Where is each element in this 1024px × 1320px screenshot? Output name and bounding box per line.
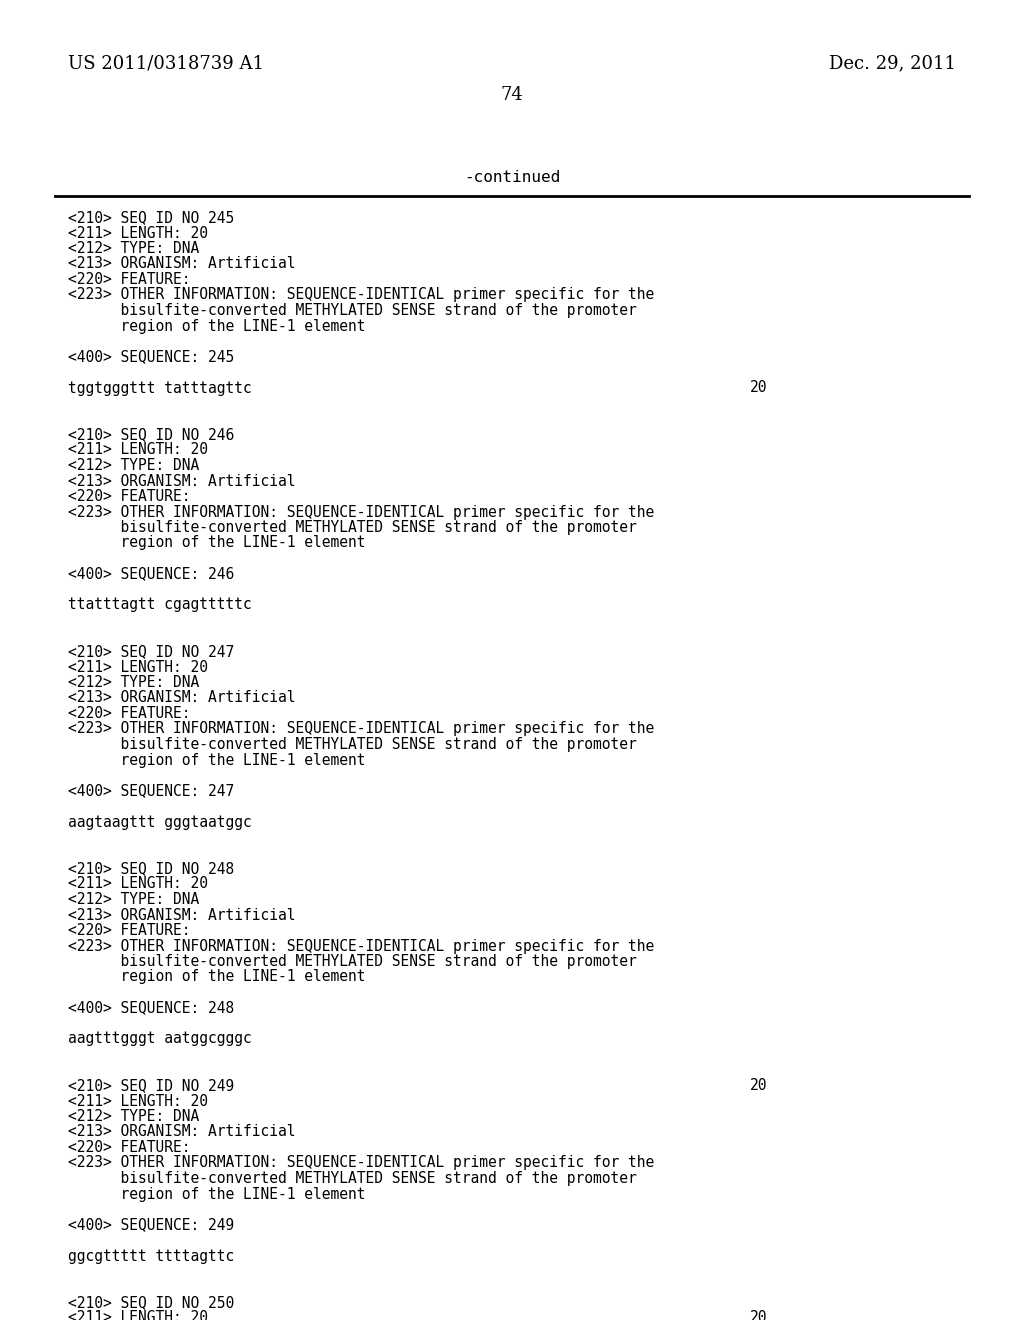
Text: bisulfite-converted METHYLATED SENSE strand of the promoter: bisulfite-converted METHYLATED SENSE str… xyxy=(68,520,637,535)
Text: <212> TYPE: DNA: <212> TYPE: DNA xyxy=(68,892,200,907)
Text: <211> LENGTH: 20: <211> LENGTH: 20 xyxy=(68,1093,208,1109)
Text: -continued: -continued xyxy=(464,170,560,185)
Text: 74: 74 xyxy=(501,86,523,104)
Text: 20: 20 xyxy=(750,1078,768,1093)
Text: <212> TYPE: DNA: <212> TYPE: DNA xyxy=(68,1109,200,1125)
Text: <211> LENGTH: 20: <211> LENGTH: 20 xyxy=(68,226,208,240)
Text: ggcgttttt ttttagttc: ggcgttttt ttttagttc xyxy=(68,1249,234,1263)
Text: region of the LINE-1 element: region of the LINE-1 element xyxy=(68,318,366,334)
Text: <400> SEQUENCE: 245: <400> SEQUENCE: 245 xyxy=(68,350,234,364)
Text: region of the LINE-1 element: region of the LINE-1 element xyxy=(68,752,366,767)
Text: 20: 20 xyxy=(750,1311,768,1320)
Text: <212> TYPE: DNA: <212> TYPE: DNA xyxy=(68,242,200,256)
Text: ttatttagtt cgagtttttc: ttatttagtt cgagtttttc xyxy=(68,598,252,612)
Text: bisulfite-converted METHYLATED SENSE strand of the promoter: bisulfite-converted METHYLATED SENSE str… xyxy=(68,304,637,318)
Text: region of the LINE-1 element: region of the LINE-1 element xyxy=(68,536,366,550)
Text: <220> FEATURE:: <220> FEATURE: xyxy=(68,1140,190,1155)
Text: <400> SEQUENCE: 247: <400> SEQUENCE: 247 xyxy=(68,784,234,799)
Text: <400> SEQUENCE: 248: <400> SEQUENCE: 248 xyxy=(68,1001,234,1015)
Text: <213> ORGANISM: Artificial: <213> ORGANISM: Artificial xyxy=(68,908,296,923)
Text: <212> TYPE: DNA: <212> TYPE: DNA xyxy=(68,675,200,690)
Text: <211> LENGTH: 20: <211> LENGTH: 20 xyxy=(68,876,208,891)
Text: bisulfite-converted METHYLATED SENSE strand of the promoter: bisulfite-converted METHYLATED SENSE str… xyxy=(68,954,637,969)
Text: <210> SEQ ID NO 245: <210> SEQ ID NO 245 xyxy=(68,210,234,224)
Text: <212> TYPE: DNA: <212> TYPE: DNA xyxy=(68,458,200,473)
Text: Dec. 29, 2011: Dec. 29, 2011 xyxy=(829,54,956,73)
Text: <210> SEQ ID NO 249: <210> SEQ ID NO 249 xyxy=(68,1078,234,1093)
Text: <223> OTHER INFORMATION: SEQUENCE-IDENTICAL primer specific for the: <223> OTHER INFORMATION: SEQUENCE-IDENTI… xyxy=(68,288,654,302)
Text: <210> SEQ ID NO 248: <210> SEQ ID NO 248 xyxy=(68,861,234,876)
Text: <220> FEATURE:: <220> FEATURE: xyxy=(68,272,190,286)
Text: <213> ORGANISM: Artificial: <213> ORGANISM: Artificial xyxy=(68,474,296,488)
Text: <400> SEQUENCE: 246: <400> SEQUENCE: 246 xyxy=(68,566,234,582)
Text: bisulfite-converted METHYLATED SENSE strand of the promoter: bisulfite-converted METHYLATED SENSE str… xyxy=(68,737,637,752)
Text: <213> ORGANISM: Artificial: <213> ORGANISM: Artificial xyxy=(68,1125,296,1139)
Text: <223> OTHER INFORMATION: SEQUENCE-IDENTICAL primer specific for the: <223> OTHER INFORMATION: SEQUENCE-IDENTI… xyxy=(68,1155,654,1171)
Text: 20: 20 xyxy=(750,380,768,396)
Text: <220> FEATURE:: <220> FEATURE: xyxy=(68,488,190,504)
Text: <220> FEATURE:: <220> FEATURE: xyxy=(68,706,190,721)
Text: <210> SEQ ID NO 246: <210> SEQ ID NO 246 xyxy=(68,426,234,442)
Text: <211> LENGTH: 20: <211> LENGTH: 20 xyxy=(68,660,208,675)
Text: <211> LENGTH: 20: <211> LENGTH: 20 xyxy=(68,442,208,458)
Text: tggtgggttt tatttagttc: tggtgggttt tatttagttc xyxy=(68,380,252,396)
Text: region of the LINE-1 element: region of the LINE-1 element xyxy=(68,1187,366,1201)
Text: <210> SEQ ID NO 250: <210> SEQ ID NO 250 xyxy=(68,1295,234,1309)
Text: <223> OTHER INFORMATION: SEQUENCE-IDENTICAL primer specific for the: <223> OTHER INFORMATION: SEQUENCE-IDENTI… xyxy=(68,939,654,953)
Text: <220> FEATURE:: <220> FEATURE: xyxy=(68,923,190,939)
Text: aagtaagttt gggtaatggc: aagtaagttt gggtaatggc xyxy=(68,814,252,829)
Text: US 2011/0318739 A1: US 2011/0318739 A1 xyxy=(68,54,264,73)
Text: <210> SEQ ID NO 247: <210> SEQ ID NO 247 xyxy=(68,644,234,659)
Text: <213> ORGANISM: Artificial: <213> ORGANISM: Artificial xyxy=(68,256,296,272)
Text: bisulfite-converted METHYLATED SENSE strand of the promoter: bisulfite-converted METHYLATED SENSE str… xyxy=(68,1171,637,1185)
Text: <211> LENGTH: 20: <211> LENGTH: 20 xyxy=(68,1311,208,1320)
Text: <213> ORGANISM: Artificial: <213> ORGANISM: Artificial xyxy=(68,690,296,705)
Text: <223> OTHER INFORMATION: SEQUENCE-IDENTICAL primer specific for the: <223> OTHER INFORMATION: SEQUENCE-IDENTI… xyxy=(68,722,654,737)
Text: aagtttgggt aatggcgggc: aagtttgggt aatggcgggc xyxy=(68,1031,252,1047)
Text: <400> SEQUENCE: 249: <400> SEQUENCE: 249 xyxy=(68,1217,234,1233)
Text: <223> OTHER INFORMATION: SEQUENCE-IDENTICAL primer specific for the: <223> OTHER INFORMATION: SEQUENCE-IDENTI… xyxy=(68,504,654,520)
Text: region of the LINE-1 element: region of the LINE-1 element xyxy=(68,969,366,985)
